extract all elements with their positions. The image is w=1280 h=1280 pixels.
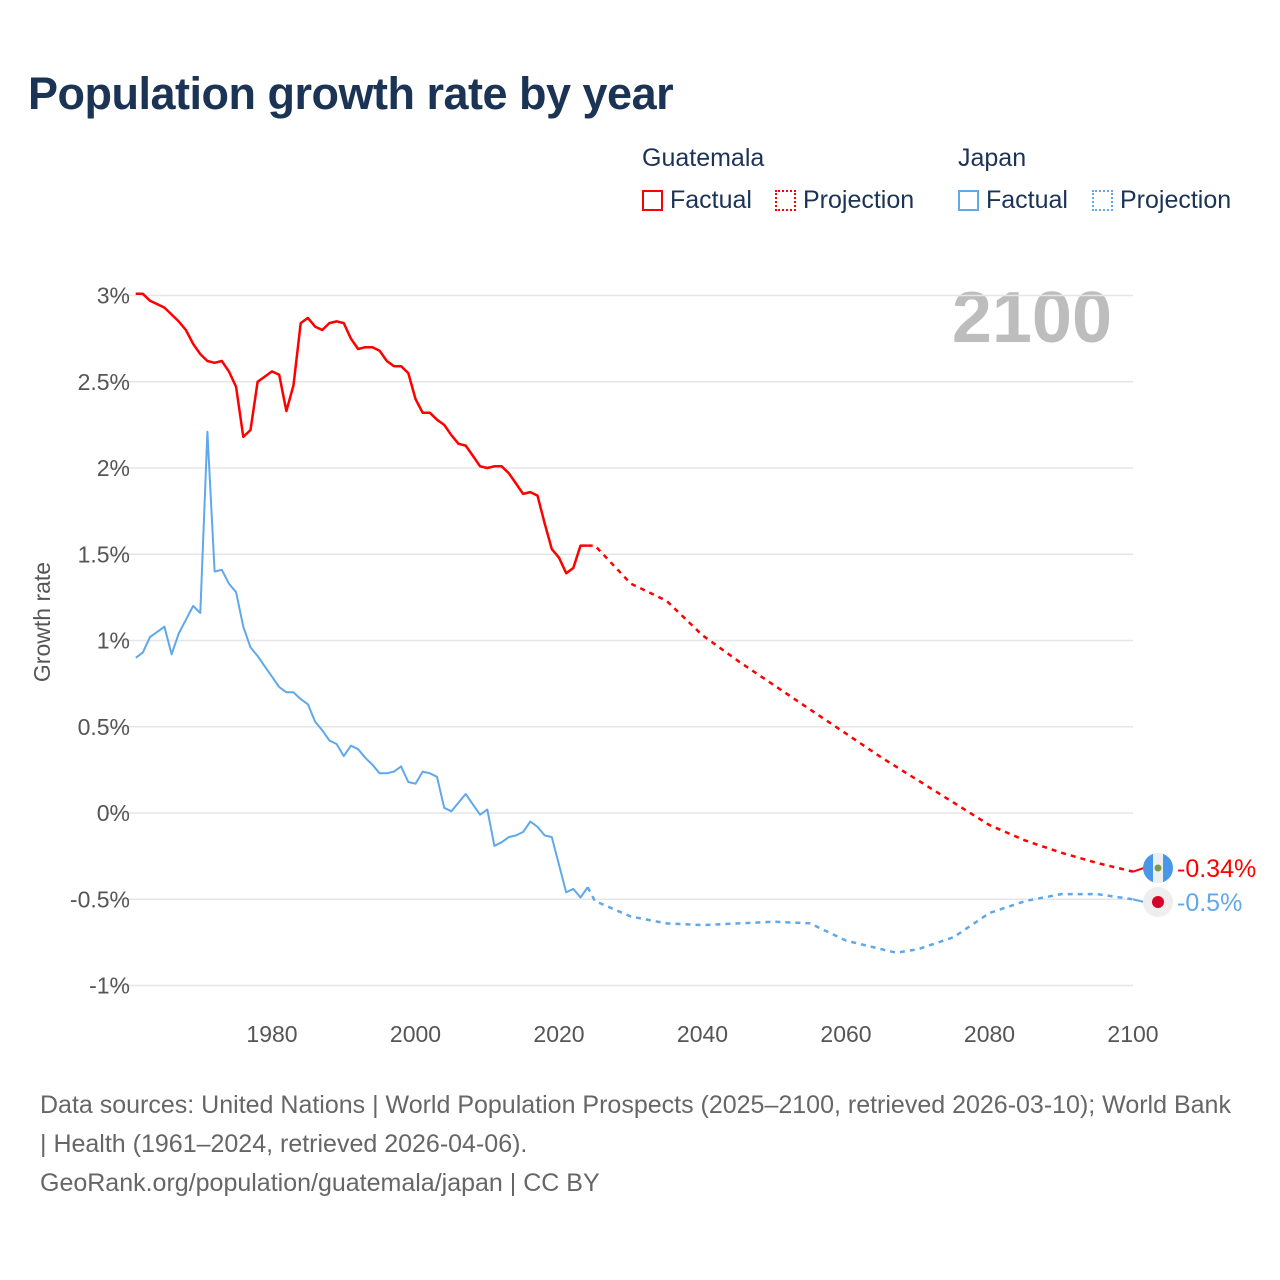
year-label: 2100 <box>952 278 1112 358</box>
y-tick-label: 1% <box>97 628 130 654</box>
leader-line <box>1132 898 1145 903</box>
series-line-japan-projection <box>586 886 1134 954</box>
y-tick-label: 0.5% <box>78 714 130 740</box>
x-tick-label: 1980 <box>246 1021 297 1047</box>
leader-line <box>1132 867 1145 873</box>
legend-swatch-dotted <box>775 190 796 211</box>
x-tick-label: 2020 <box>533 1021 584 1047</box>
chart-title: Population growth rate by year <box>28 68 674 119</box>
guatemala-flag-icon <box>1143 853 1173 883</box>
y-tick-label: 2.5% <box>78 369 130 395</box>
y-tick-label: 1.5% <box>78 541 130 567</box>
y-tick-label: -0.5% <box>70 886 130 912</box>
legend-swatch-solid <box>958 190 979 211</box>
legend-japan-projection[interactable]: Projection <box>1092 186 1231 215</box>
series-line-guatemala-factual <box>135 292 588 575</box>
series-line-guatemala-projection <box>587 544 1134 873</box>
legend-group-japan: Japan <box>958 144 1027 172</box>
end-value-label: -0.34% <box>1177 855 1256 883</box>
x-tick-label: 2080 <box>964 1021 1015 1047</box>
credit-link[interactable]: GeoRank.org/population/guatemala/japan |… <box>40 1169 600 1197</box>
x-tick-label: 2100 <box>1107 1021 1158 1047</box>
series-line-japan-factual <box>135 430 589 899</box>
legend-label: Projection <box>1120 186 1232 214</box>
legend-label: Factual <box>670 186 752 214</box>
y-tick-label: 3% <box>97 283 130 309</box>
end-value-label: -0.5% <box>1177 889 1242 917</box>
legend-swatch-dotted <box>1092 190 1113 211</box>
y-axis-label: Growth rate <box>29 562 55 682</box>
legend-label: Projection <box>803 186 915 214</box>
footer: Data sources: United Nations | World Pop… <box>40 1086 1240 1203</box>
legend-group-guatemala: Guatemala <box>642 144 765 172</box>
y-tick-label: -1% <box>89 973 130 999</box>
x-tick-label: 2060 <box>820 1021 871 1047</box>
y-tick-label: 2% <box>97 455 130 481</box>
legend-label: Factual <box>986 186 1068 214</box>
legend-guatemala-factual[interactable]: Factual <box>642 186 752 215</box>
x-tick-label: 2040 <box>677 1021 728 1047</box>
japan-flag-icon <box>1143 887 1173 917</box>
legend-japan-factual[interactable]: Factual <box>958 186 1068 215</box>
legend-swatch-solid <box>642 190 663 211</box>
legend-guatemala-projection[interactable]: Projection <box>775 186 914 215</box>
x-tick-label: 2000 <box>390 1021 441 1047</box>
y-tick-label: 0% <box>97 800 130 826</box>
data-sources: Data sources: United Nations | World Pop… <box>40 1091 1231 1158</box>
